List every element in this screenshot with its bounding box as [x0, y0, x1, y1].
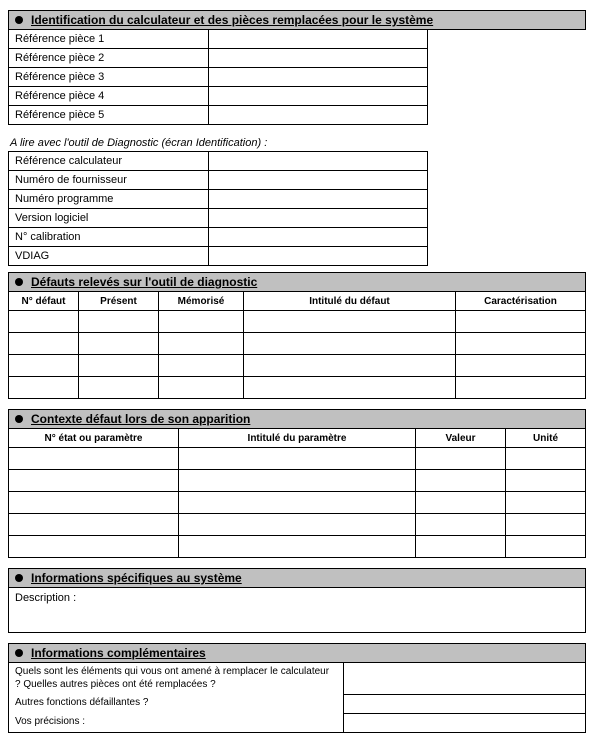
- col-header: N° défaut: [9, 292, 79, 311]
- section-defauts-header: Défauts relevés sur l'outil de diagnosti…: [8, 272, 586, 292]
- section-title: Défauts relevés sur l'outil de diagnosti…: [31, 275, 257, 289]
- ident-value: [208, 152, 427, 171]
- section-complementaires-header: Informations complémentaires: [8, 643, 586, 663]
- table-row: Référence pièce 4: [9, 87, 428, 106]
- table-row: N° calibration: [9, 228, 428, 247]
- table-header-row: N° état ou paramètre Intitulé du paramèt…: [9, 429, 586, 448]
- table-row: [9, 514, 586, 536]
- complementaires-table: Quels sont les éléments qui vous ont ame…: [8, 662, 586, 733]
- col-header: Intitulé du défaut: [244, 292, 456, 311]
- piece-label: Référence pièce 5: [9, 106, 209, 125]
- comp-label: Vos précisions :: [9, 713, 344, 732]
- contexte-table: N° état ou paramètre Intitulé du paramèt…: [8, 428, 586, 558]
- bullet-icon: [15, 649, 23, 657]
- piece-value: [208, 87, 427, 106]
- table-row: Référence pièce 3: [9, 68, 428, 87]
- table-row: Référence pièce 5: [9, 106, 428, 125]
- table-row: [9, 470, 586, 492]
- identification-table: Référence calculateur Numéro de fourniss…: [8, 151, 428, 266]
- col-header: Caractérisation: [456, 292, 586, 311]
- comp-label: Quels sont les éléments qui vous ont ame…: [9, 663, 344, 695]
- piece-value: [208, 49, 427, 68]
- table-header-row: N° défaut Présent Mémorisé Intitulé du d…: [9, 292, 586, 311]
- section-title: Informations spécifiques au système: [31, 571, 242, 585]
- section-title: Identification du calculateur et des piè…: [31, 13, 433, 27]
- section-contexte-header: Contexte défaut lors de son apparition: [8, 409, 586, 429]
- defauts-table: N° défaut Présent Mémorisé Intitulé du d…: [8, 291, 586, 399]
- col-header: Présent: [79, 292, 159, 311]
- ident-value: [208, 209, 427, 228]
- piece-label: Référence pièce 4: [9, 87, 209, 106]
- ident-label: Numéro de fournisseur: [9, 171, 209, 190]
- ident-value: [208, 247, 427, 266]
- ident-label: N° calibration: [9, 228, 209, 247]
- ident-label: VDIAG: [9, 247, 209, 266]
- identification-note: A lire avec l'outil de Diagnostic (écran…: [10, 137, 586, 149]
- bullet-icon: [15, 574, 23, 582]
- piece-value: [208, 106, 427, 125]
- col-header: Intitulé du paramètre: [179, 429, 416, 448]
- piece-value: [208, 30, 427, 49]
- section-specifiques-header: Informations spécifiques au système: [8, 568, 586, 588]
- piece-label: Référence pièce 3: [9, 68, 209, 87]
- table-row: Référence pièce 1: [9, 30, 428, 49]
- comp-value: [344, 713, 586, 732]
- table-row: [9, 355, 586, 377]
- piece-label: Référence pièce 2: [9, 49, 209, 68]
- ident-label: Numéro programme: [9, 190, 209, 209]
- description-label: Description :: [15, 592, 76, 604]
- piece-value: [208, 68, 427, 87]
- piece-label: Référence pièce 1: [9, 30, 209, 49]
- table-row: Autres fonctions défaillantes ?: [9, 694, 586, 713]
- table-row: [9, 311, 586, 333]
- table-row: Version logiciel: [9, 209, 428, 228]
- table-row: VDIAG: [9, 247, 428, 266]
- bullet-icon: [15, 16, 23, 24]
- col-header: Valeur: [416, 429, 506, 448]
- description-box: Description :: [8, 587, 586, 633]
- col-header: N° état ou paramètre: [9, 429, 179, 448]
- col-header: Mémorisé: [159, 292, 244, 311]
- table-row: Numéro programme: [9, 190, 428, 209]
- table-row: [9, 536, 586, 558]
- ident-label: Référence calculateur: [9, 152, 209, 171]
- table-row: [9, 492, 586, 514]
- table-row: Référence calculateur: [9, 152, 428, 171]
- bullet-icon: [15, 415, 23, 423]
- table-row: Numéro de fournisseur: [9, 171, 428, 190]
- col-header: Unité: [506, 429, 586, 448]
- table-row: [9, 377, 586, 399]
- section-title: Informations complémentaires: [31, 646, 206, 660]
- comp-value: [344, 694, 586, 713]
- table-row: [9, 333, 586, 355]
- section-title: Contexte défaut lors de son apparition: [31, 412, 250, 426]
- table-row: Vos précisions :: [9, 713, 586, 732]
- table-row: Référence pièce 2: [9, 49, 428, 68]
- table-row: [9, 448, 586, 470]
- ident-value: [208, 228, 427, 247]
- comp-label: Autres fonctions défaillantes ?: [9, 694, 344, 713]
- ident-label: Version logiciel: [9, 209, 209, 228]
- pieces-table: Référence pièce 1 Référence pièce 2 Réfé…: [8, 29, 428, 125]
- bullet-icon: [15, 278, 23, 286]
- section-identification-header: Identification du calculateur et des piè…: [8, 10, 586, 30]
- comp-value: [344, 663, 586, 695]
- table-row: Quels sont les éléments qui vous ont ame…: [9, 663, 586, 695]
- ident-value: [208, 171, 427, 190]
- ident-value: [208, 190, 427, 209]
